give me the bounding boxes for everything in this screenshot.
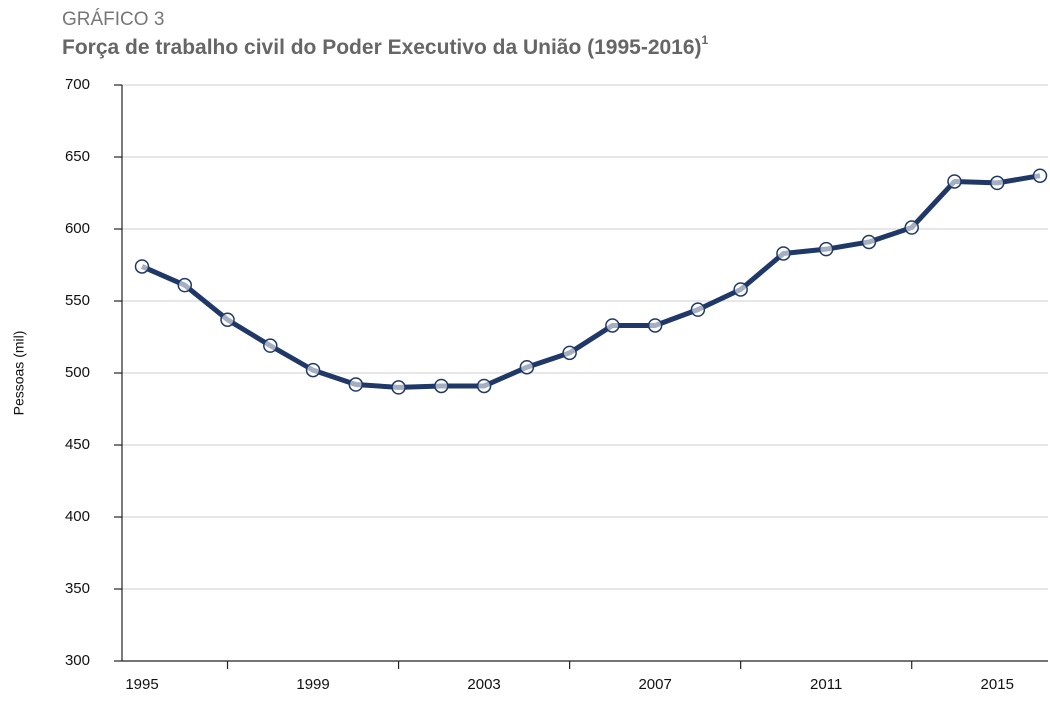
y-tick-label: 300	[65, 652, 90, 669]
x-tick-label: 1999	[296, 676, 329, 693]
marker	[519, 359, 535, 375]
y-tick-label: 700	[65, 76, 90, 93]
marker	[434, 378, 449, 394]
y-tick-label: 400	[65, 508, 90, 525]
marker	[348, 377, 364, 392]
marker	[476, 378, 492, 394]
marker	[134, 259, 150, 274]
marker	[562, 345, 577, 361]
y-tick-label: 550	[65, 292, 90, 309]
y-tick-label: 450	[65, 436, 90, 453]
marker	[776, 246, 791, 261]
marker	[818, 241, 834, 257]
x-tick-label: 2007	[638, 676, 671, 693]
x-tick-label: 2003	[467, 676, 500, 693]
chart-title: Força de trabalho civil do Poder Executi…	[62, 33, 709, 58]
marker	[904, 220, 919, 235]
y-tick-label: 350	[65, 580, 90, 597]
title-text: Força de trabalho civil do Poder Executi…	[62, 36, 702, 59]
marker	[1032, 168, 1048, 183]
y-tick-label: 500	[65, 364, 90, 381]
line	[140, 173, 1041, 390]
chart-kicker: GRÁFICO 3	[62, 9, 164, 30]
y-axis-label: Pessoas (mil)	[11, 331, 27, 416]
x-tick-label: 2011	[810, 676, 842, 693]
x-tick-label: 2015	[981, 676, 1014, 693]
marker	[947, 174, 962, 189]
marker	[305, 362, 321, 378]
marker	[220, 312, 235, 327]
marker	[989, 175, 1005, 191]
y-tick-label: 600	[65, 220, 90, 237]
marker	[177, 277, 193, 293]
marker	[690, 302, 706, 317]
marker	[605, 318, 620, 333]
marker	[391, 380, 406, 395]
marker	[263, 338, 278, 353]
marker	[647, 318, 663, 333]
marker	[733, 282, 748, 297]
title-note: 1	[702, 33, 709, 47]
y-tick-label: 650	[65, 148, 90, 165]
marker	[861, 234, 877, 250]
x-tick-label: 1995	[125, 676, 158, 693]
